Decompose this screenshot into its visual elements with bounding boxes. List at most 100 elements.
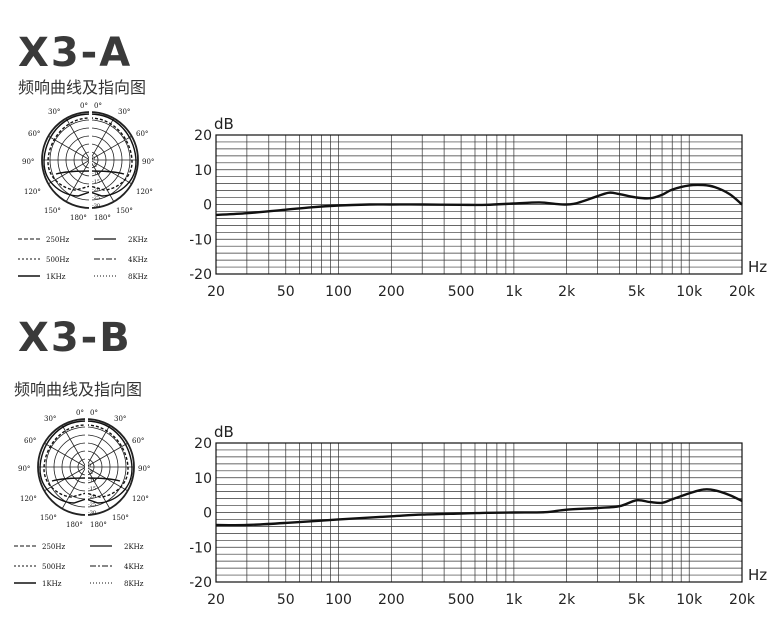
model-title: X3-A xyxy=(18,30,133,76)
x-tick-label: 200 xyxy=(378,284,405,300)
polar-angle-label: 180° xyxy=(90,521,107,529)
x-axis-label: Hz xyxy=(748,566,767,584)
y-axis-label: dB xyxy=(214,423,234,441)
polar-angle-label: 30° xyxy=(114,415,126,423)
x-tick-label: 200 xyxy=(378,592,405,608)
y-tick-label: -10 xyxy=(190,232,212,248)
panel-subtitle: 频响曲线及指向图 xyxy=(14,380,143,399)
x-tick-label: 1k xyxy=(505,592,523,608)
polar-angle-label: 180° xyxy=(70,214,87,222)
polar-ring-label: -20 xyxy=(92,187,100,193)
legend-label: 500Hz xyxy=(42,563,65,571)
y-tick-label: 20 xyxy=(194,128,212,144)
y-tick-label: -20 xyxy=(190,575,212,591)
legend-label: 1KHz xyxy=(46,273,66,281)
y-tick-label: 10 xyxy=(194,163,212,179)
y-tick-label: -20 xyxy=(190,267,212,283)
y-tick-label: 0 xyxy=(203,506,212,522)
polar-angle-label: 0° xyxy=(94,102,102,110)
panel-x3-b: X3-B 频响曲线及指向图 30° 0° 0° 30° 60° 60° 90° … xyxy=(0,313,780,627)
legend-label: 1KHz xyxy=(42,580,62,588)
polar-angle-label: 60° xyxy=(132,437,144,445)
chart-series xyxy=(215,183,743,217)
polar-pattern: 30° 0° 0° 30° 60° 60° 90° 90° 120° 120° … xyxy=(18,102,154,281)
polar-ring-label: -15 xyxy=(92,179,100,185)
polar-pattern: 30° 0° 0° 30° 60° 60° 90° 90° 120° 120° … xyxy=(14,409,150,588)
polar-ring-label: -15 xyxy=(88,486,96,492)
panel-subtitle: 频响曲线及指向图 xyxy=(18,78,147,97)
polar-angle-label: 120° xyxy=(20,495,37,503)
x-tick-label: 50 xyxy=(277,592,295,608)
polar-angle-label: 90° xyxy=(138,465,150,473)
polar-angle-labels: 30° 0° 0° 30° 60° 60° 90° 90° 120° 120° … xyxy=(18,409,150,529)
y-tick-label: 10 xyxy=(194,471,212,487)
polar-ring-label: 0 xyxy=(92,156,95,162)
x-tick-label: 10k xyxy=(676,284,703,300)
panel-x3-a: X3-A 频响曲线及指向图 30° 0° 0° 30° 60° 60° 90° … xyxy=(0,0,780,313)
x-tick-label: 20 xyxy=(207,284,225,300)
legend-label: 2KHz xyxy=(128,236,148,244)
model-title: X3-B xyxy=(18,315,132,361)
polar-ring-label: -25 xyxy=(88,502,96,508)
x-tick-label: 5k xyxy=(628,284,646,300)
legend-label: 250Hz xyxy=(46,236,69,244)
polar-angle-label: 150° xyxy=(40,514,57,522)
series-line xyxy=(215,183,743,217)
x-tick-label: 100 xyxy=(325,592,352,608)
legend-label: 2KHz xyxy=(124,543,144,551)
polar-ring-label: 0 xyxy=(88,463,91,469)
polar-angle-label: 0° xyxy=(80,102,88,110)
legend-label: 4KHz xyxy=(128,256,148,264)
polar-ring-label: -25 xyxy=(92,195,100,201)
legend-label: 250Hz xyxy=(42,543,65,551)
polar-angle-label: 30° xyxy=(44,415,56,423)
y-tick-label: -10 xyxy=(190,540,212,556)
x-tick-label: 50 xyxy=(277,284,295,300)
x-tick-label: 5k xyxy=(628,592,646,608)
x-tick-label: 2k xyxy=(558,284,576,300)
x-tick-label: 20k xyxy=(729,592,756,608)
polar-angle-label: 60° xyxy=(136,130,148,138)
polar-ring-label: -20 xyxy=(88,494,96,500)
polar-angle-label: 120° xyxy=(24,188,41,196)
polar-ring-labels: 0 -5 -10 -15 -20 -25 -30 xyxy=(92,156,100,209)
polar-angle-label: 90° xyxy=(142,158,154,166)
chart-grid xyxy=(215,442,743,583)
polar-legend: 250Hz 2KHz 500Hz 4KHz 1KHz 8KHz xyxy=(18,236,148,281)
polar-ring-labels: 0 -5 -10 -15 -20 -25 -30 xyxy=(88,463,96,516)
y-tick-label: 0 xyxy=(203,198,212,214)
y-tick-label: 20 xyxy=(194,436,212,452)
legend-label: 500Hz xyxy=(46,256,69,264)
polar-angle-label: 0° xyxy=(76,409,84,417)
polar-angle-label: 180° xyxy=(66,521,83,529)
x-tick-label: 20k xyxy=(729,284,756,300)
polar-angle-label: 150° xyxy=(116,207,133,215)
x-tick-label: 500 xyxy=(448,592,475,608)
legend-label: 8KHz xyxy=(128,273,148,281)
x-tick-label: 10k xyxy=(676,592,703,608)
polar-ring-label: -5 xyxy=(88,470,93,476)
polar-ring-label: -30 xyxy=(88,510,96,516)
polar-angle-label: 30° xyxy=(118,108,130,116)
polar-ring-label: -5 xyxy=(92,163,97,169)
polar-ring-label: -10 xyxy=(88,478,96,484)
polar-angle-label: 120° xyxy=(132,495,149,503)
y-axis-label: dB xyxy=(214,115,234,133)
x-tick-label: 100 xyxy=(325,284,352,300)
legend-label: 4KHz xyxy=(124,563,144,571)
series-line xyxy=(215,488,743,527)
chart-series xyxy=(215,488,743,527)
polar-angle-label: 90° xyxy=(22,158,34,166)
x-tick-label: 1k xyxy=(505,284,523,300)
polar-legend: 250Hz 2KHz 500Hz 4KHz 1KHz 8KHz xyxy=(14,543,144,588)
polar-angle-label: 180° xyxy=(94,214,111,222)
polar-angle-label: 150° xyxy=(44,207,61,215)
polar-angle-labels: 30° 0° 0° 30° 60° 60° 90° 90° 120° 120° … xyxy=(22,102,154,222)
polar-ring-label: -10 xyxy=(92,171,100,177)
polar-angle-label: 120° xyxy=(136,188,153,196)
polar-angle-label: 150° xyxy=(112,514,129,522)
